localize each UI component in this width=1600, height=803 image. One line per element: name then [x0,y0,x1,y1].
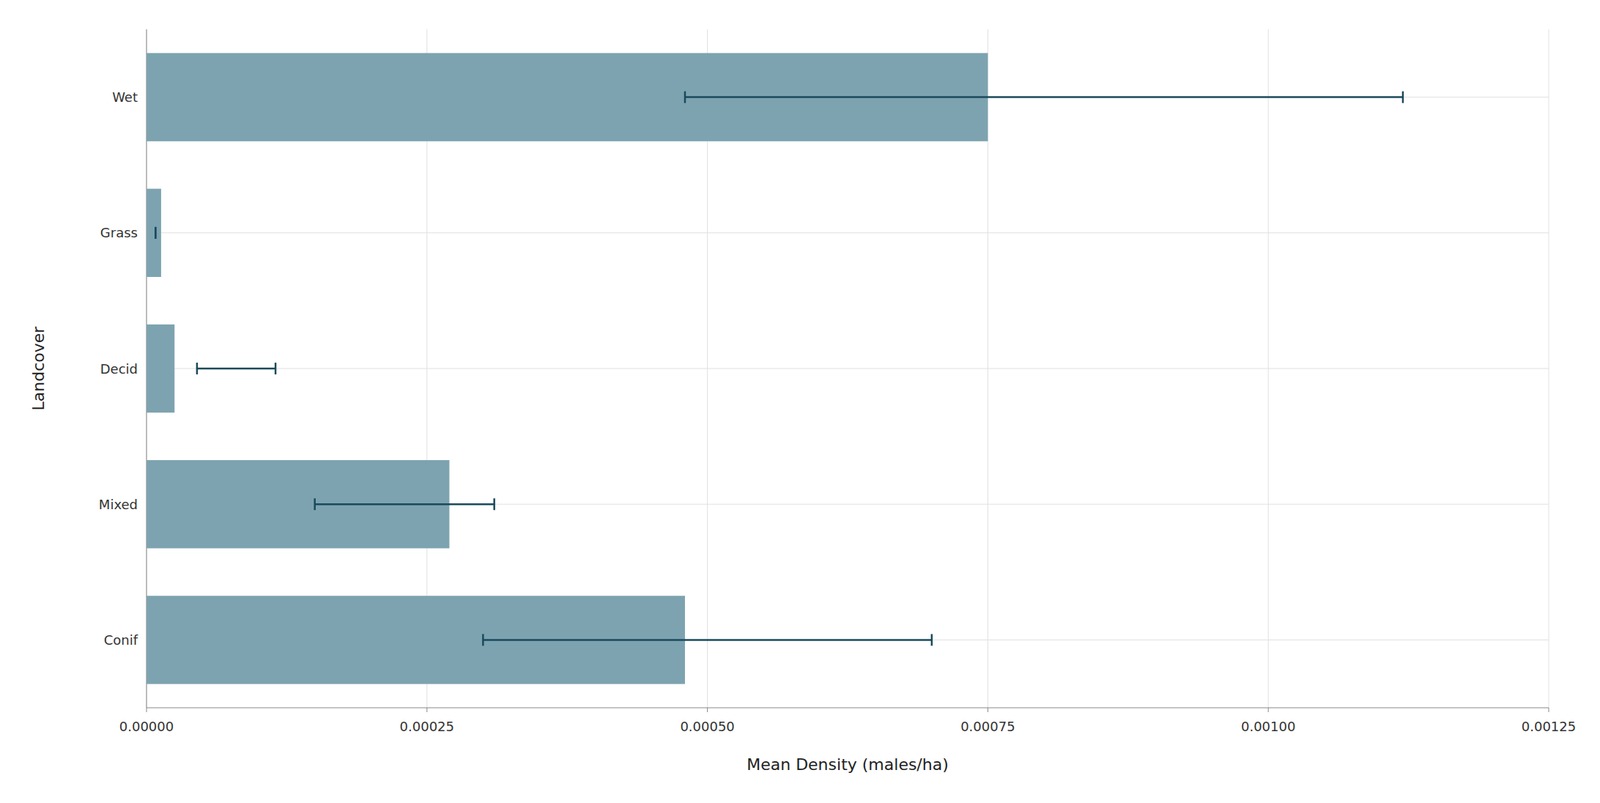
error-cap-lower [196,362,199,375]
error-cap-lower [482,633,485,646]
x-tick [1268,707,1269,713]
axes: 0.00000 0.00025 0.00050 0.00075 0.00100 0.001… [98,29,1576,735]
error-cap-upper [931,633,934,646]
x-axis-line [146,707,1549,709]
error-bar-line [482,638,932,642]
x-tick [146,707,148,713]
y-axis-title: Landcover [29,326,48,411]
error-bar-line [684,95,1403,99]
chart-svg: 0.00000 0.00025 0.00050 0.00075 0.00100 0.001… [0,0,1600,803]
x-tick [706,707,708,713]
x-tick [987,707,989,713]
error-bar [155,227,157,239]
error-bar [315,498,495,510]
error-bar [684,91,1403,104]
x-tick-label: 0.00025 [400,718,455,735]
x-tick-label: 0.00075 [960,718,1015,735]
error-cap-upper [154,227,157,239]
y-tick-label: Wet [112,89,138,105]
x-tick-label: 0.00100 [1241,718,1296,735]
error-cap-lower [154,227,157,239]
bar [146,189,162,277]
x-tick-label: 0.00125 [1521,718,1576,735]
error-cap-upper [493,498,496,510]
error-bar-line [197,367,276,370]
x-tick-label: 0.00000 [119,718,174,735]
error-bar-line [315,503,495,506]
grid [146,29,1549,708]
error-bar [482,633,932,646]
y-tick-label: Mixed [98,496,138,513]
y-grid-line [146,368,1549,370]
error-cap-upper [274,362,277,375]
x-tick [426,707,428,713]
y-tick-label: Conif [104,632,139,648]
bar [146,324,175,413]
y-grid-line [146,232,1549,233]
y-tick-label: Grass [100,224,138,241]
x-tick-label: 0.00050 [679,718,735,735]
error-cap-lower [684,91,687,104]
x-axis-title: Mean Density (males/ha) [746,755,949,774]
error-cap-upper [1402,91,1405,104]
plot-area [146,29,1549,708]
y-grid-line [146,504,1549,505]
marks [146,52,1403,684]
y-tick-label: Decid [100,361,138,377]
x-tick [1548,707,1550,713]
error-bar [197,362,276,375]
chart-container: 0.00000 0.00025 0.00050 0.00075 0.00100 0.001… [0,0,1600,803]
error-cap-lower [313,498,316,510]
